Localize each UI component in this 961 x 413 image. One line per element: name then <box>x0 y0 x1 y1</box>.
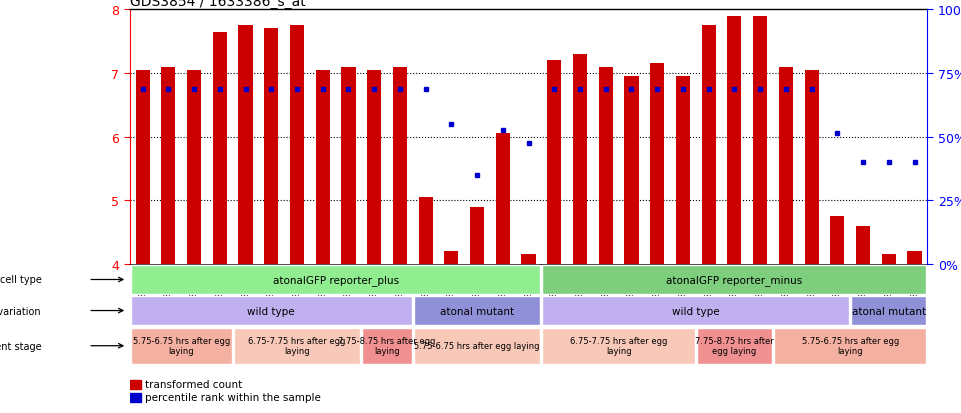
Text: GDS3854 / 1633386_s_at: GDS3854 / 1633386_s_at <box>130 0 306 9</box>
Bar <box>187 71 201 264</box>
Bar <box>830 217 845 264</box>
Bar <box>881 255 896 264</box>
Text: genotype/variation: genotype/variation <box>0 306 41 316</box>
Bar <box>131 328 232 364</box>
Bar <box>522 255 535 264</box>
Text: transformed count: transformed count <box>145 380 242 389</box>
Bar <box>136 71 150 264</box>
Text: 5.75-6.75 hrs after egg
laying: 5.75-6.75 hrs after egg laying <box>801 336 899 356</box>
Bar <box>264 29 279 264</box>
Text: 7.75-8.75 hrs after egg
laying: 7.75-8.75 hrs after egg laying <box>338 336 435 356</box>
Text: development stage: development stage <box>0 341 41 351</box>
Text: atonal mutant: atonal mutant <box>440 306 514 316</box>
Bar <box>542 297 850 325</box>
Bar <box>753 17 767 264</box>
Bar <box>341 67 356 264</box>
Bar <box>393 67 407 264</box>
Bar <box>542 328 695 364</box>
Text: percentile rank within the sample: percentile rank within the sample <box>145 392 321 403</box>
Text: 6.75-7.75 hrs after egg
laying: 6.75-7.75 hrs after egg laying <box>248 336 346 356</box>
Bar <box>651 64 664 264</box>
Bar <box>778 67 793 264</box>
Bar <box>599 67 613 264</box>
Bar <box>367 71 382 264</box>
Text: 5.75-6.75 hrs after egg
laying: 5.75-6.75 hrs after egg laying <box>133 336 230 356</box>
Bar <box>907 252 922 264</box>
Bar <box>804 71 819 264</box>
Bar <box>419 198 432 264</box>
Bar <box>444 252 458 264</box>
Bar <box>851 297 926 325</box>
Bar <box>414 328 540 364</box>
Bar <box>238 26 253 264</box>
Bar <box>161 67 176 264</box>
Bar <box>131 266 540 294</box>
Bar <box>414 297 540 325</box>
Bar <box>362 328 411 364</box>
Bar <box>212 33 227 264</box>
Bar <box>131 297 411 325</box>
Text: atonal mutant: atonal mutant <box>851 306 925 316</box>
Bar <box>547 61 561 264</box>
Bar <box>625 77 638 264</box>
Bar <box>697 328 772 364</box>
Bar <box>573 55 587 264</box>
Bar <box>234 328 360 364</box>
Bar <box>130 380 140 389</box>
Text: cell type: cell type <box>0 275 41 285</box>
Bar <box>727 17 742 264</box>
Text: atonalGFP reporter_minus: atonalGFP reporter_minus <box>666 274 802 285</box>
Bar <box>702 26 716 264</box>
Bar <box>542 266 926 294</box>
Bar <box>470 207 484 264</box>
Text: wild type: wild type <box>672 306 720 316</box>
Bar <box>496 134 510 264</box>
Bar <box>130 393 140 402</box>
Bar <box>774 328 926 364</box>
Bar <box>856 226 870 264</box>
Text: 5.75-6.75 hrs after egg laying: 5.75-6.75 hrs after egg laying <box>414 342 540 350</box>
Bar <box>315 71 330 264</box>
Text: atonalGFP reporter_plus: atonalGFP reporter_plus <box>273 274 399 285</box>
Bar <box>290 26 304 264</box>
Text: wild type: wild type <box>247 306 295 316</box>
Text: 6.75-7.75 hrs after egg
laying: 6.75-7.75 hrs after egg laying <box>570 336 667 356</box>
Text: 7.75-8.75 hrs after
egg laying: 7.75-8.75 hrs after egg laying <box>695 336 774 356</box>
Bar <box>676 77 690 264</box>
